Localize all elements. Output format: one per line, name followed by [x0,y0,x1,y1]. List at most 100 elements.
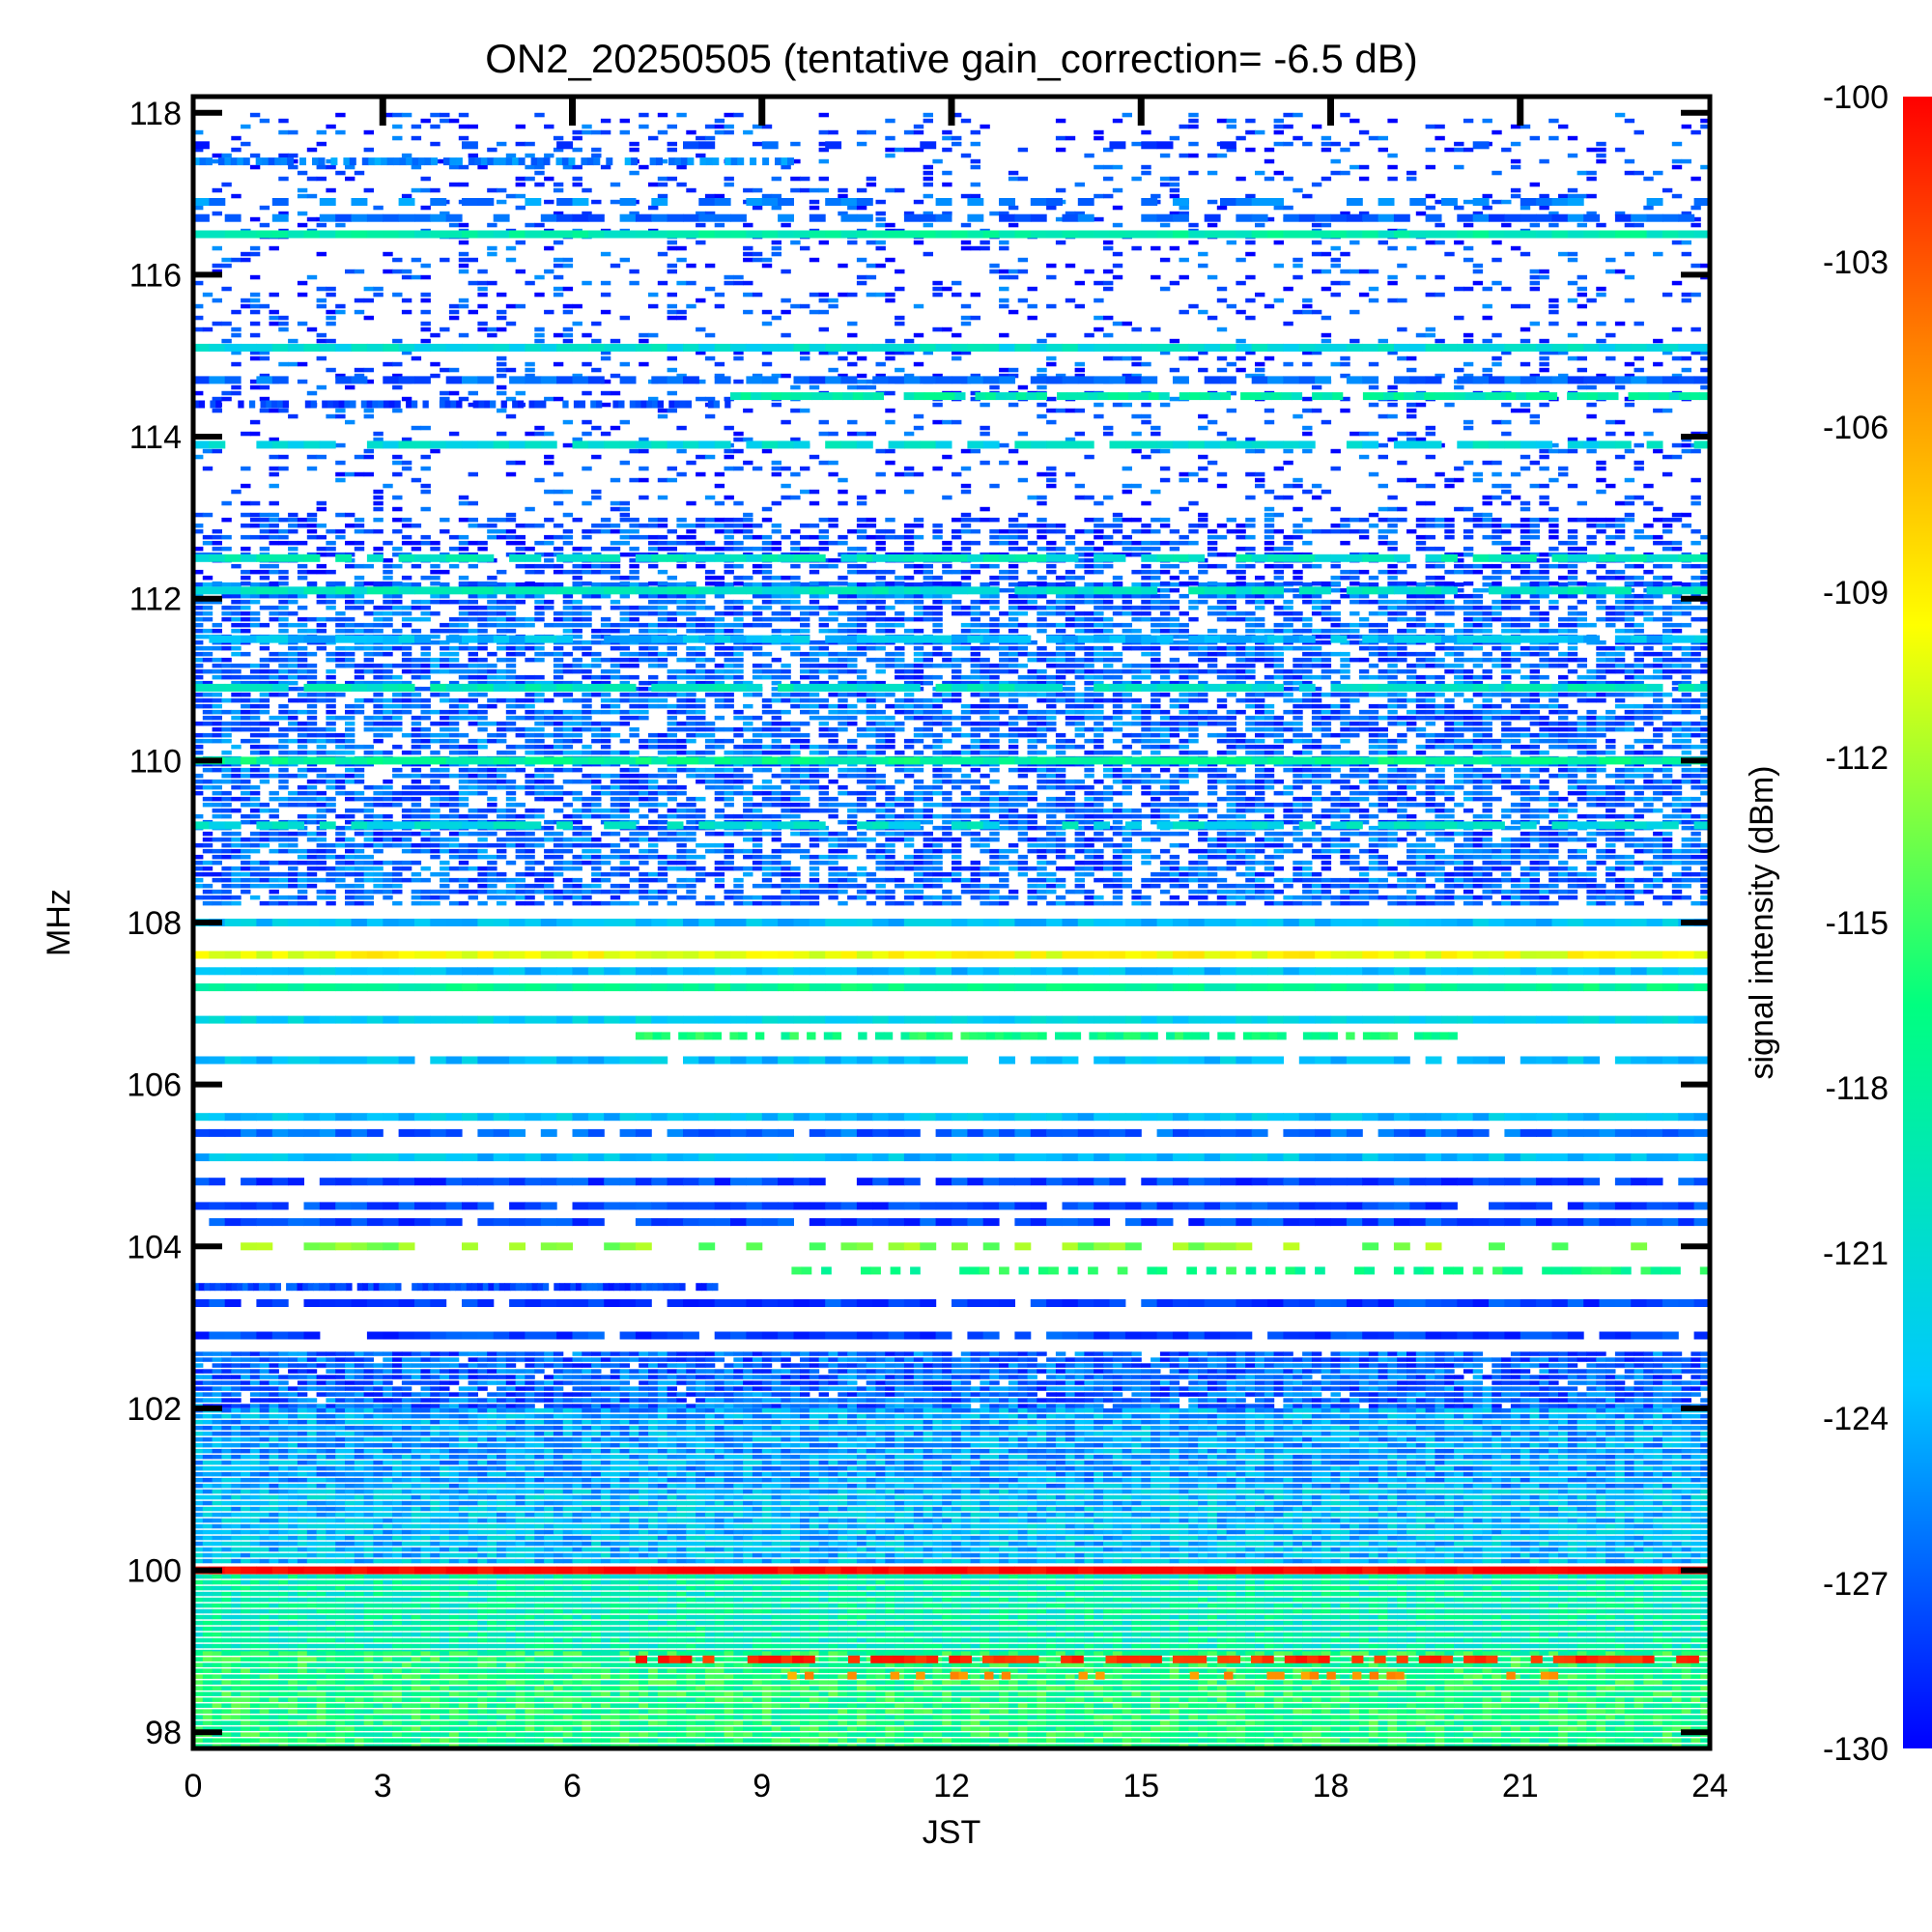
heatmap-cell [1293,750,1303,755]
heatmap-cell [297,802,308,808]
heatmap-cell [572,657,582,663]
heatmap-cell [363,784,374,790]
heatmap-cell [1681,808,1691,813]
heatmap-cell [1283,709,1293,715]
heatmap-cell [306,709,318,715]
heatmap-cell [1122,773,1132,779]
heatmap-cell [373,645,384,651]
heatmap-cell [1302,808,1313,813]
heatmap-cell [278,802,289,808]
heatmap-cell [1074,784,1085,790]
heatmap-cell [1311,593,1322,599]
heatmap-cell [1131,663,1142,668]
heatmap-cell [1425,709,1435,715]
heatmap-cell [629,715,639,721]
heatmap-cell [221,813,232,819]
heatmap-cell [212,668,222,674]
heatmap-cell [420,738,431,744]
heatmap-cell [1558,703,1569,709]
heatmap-cell [515,599,526,605]
heatmap-cell [1567,767,1578,773]
heatmap-cell [1624,709,1635,715]
heatmap-cell [572,599,582,605]
heatmap-cell [269,715,279,721]
heatmap-cell [1321,750,1332,755]
heatmap-cell [1482,657,1492,663]
heatmap-cell [1055,738,1066,744]
heatmap-cell [335,738,346,744]
heatmap-cell [544,732,554,738]
heatmap-cell [297,744,308,750]
heatmap-cell [373,668,384,674]
heatmap-cell [1151,651,1161,657]
heatmap-cell [1577,813,1587,819]
heatmap-cell [1017,790,1029,796]
heatmap-cell [913,605,924,611]
heatmap-cell [781,697,791,703]
heatmap-cell [420,709,431,715]
heatmap-cell [838,622,848,628]
heatmap-cell [249,674,261,680]
heatmap-cell [1653,692,1663,697]
heatmap-cell [1321,605,1332,611]
heatmap-cell [288,709,298,715]
heatmap-cell [781,709,791,715]
heatmap-cell [354,622,365,628]
heatmap-cell [572,639,582,645]
heatmap-cell [1700,779,1710,784]
heatmap-cell [582,709,592,715]
heatmap-cell [657,622,668,628]
heatmap-cell [781,796,791,802]
heatmap-cell [790,697,801,703]
heatmap-cell [696,709,706,715]
heatmap-cell [847,750,858,755]
heatmap-cell [771,686,781,692]
heatmap-cell [1605,645,1616,651]
heatmap-cell [1293,796,1303,802]
heatmap-cell [1216,616,1228,622]
heatmap-cell [1084,657,1094,663]
heatmap-cell [1482,726,1492,732]
heatmap-cell [1065,796,1076,802]
heatmap-cell [1122,709,1132,715]
heatmap-cell [790,790,801,796]
heatmap-cell [866,616,877,622]
heatmap-cell [1454,732,1464,738]
heatmap-cell [1122,663,1132,668]
heatmap-cell [1311,674,1322,680]
heatmap-cell [420,651,431,657]
heatmap-cell [202,796,213,802]
heatmap-cell [1055,622,1066,628]
heatmap-cell [885,796,895,802]
heatmap-cell [505,726,517,732]
heatmap-cell [1368,651,1379,657]
heatmap-cell [1131,628,1142,634]
heatmap-cell [306,680,318,686]
heatmap-cell [1700,697,1710,703]
heatmap-cell [335,657,346,663]
heatmap-cell [288,697,298,703]
heatmap-cell [952,732,962,738]
heatmap-cell [1415,692,1427,697]
heatmap-cell [534,796,545,802]
heatmap-cell [1529,645,1540,651]
heatmap-cell [562,813,574,819]
heatmap-cell [1017,715,1029,721]
heatmap-cell [373,732,384,738]
heatmap-cell [1216,599,1228,605]
heatmap-cell [1283,599,1293,605]
heatmap-cell [1577,796,1587,802]
heatmap-cell [989,680,1000,686]
heatmap-cell [1643,593,1654,599]
heatmap-cell [572,819,582,825]
heatmap-cell [411,813,422,819]
heatmap-cell [809,611,820,616]
heatmap-cell [297,663,308,668]
heatmap-cell [704,692,716,697]
heatmap-cell [667,674,677,680]
heatmap-cell [1245,593,1256,599]
heatmap-cell [354,773,365,779]
heatmap-cell [875,709,886,715]
heatmap-cell [1520,744,1531,750]
heatmap-cell [676,593,687,599]
